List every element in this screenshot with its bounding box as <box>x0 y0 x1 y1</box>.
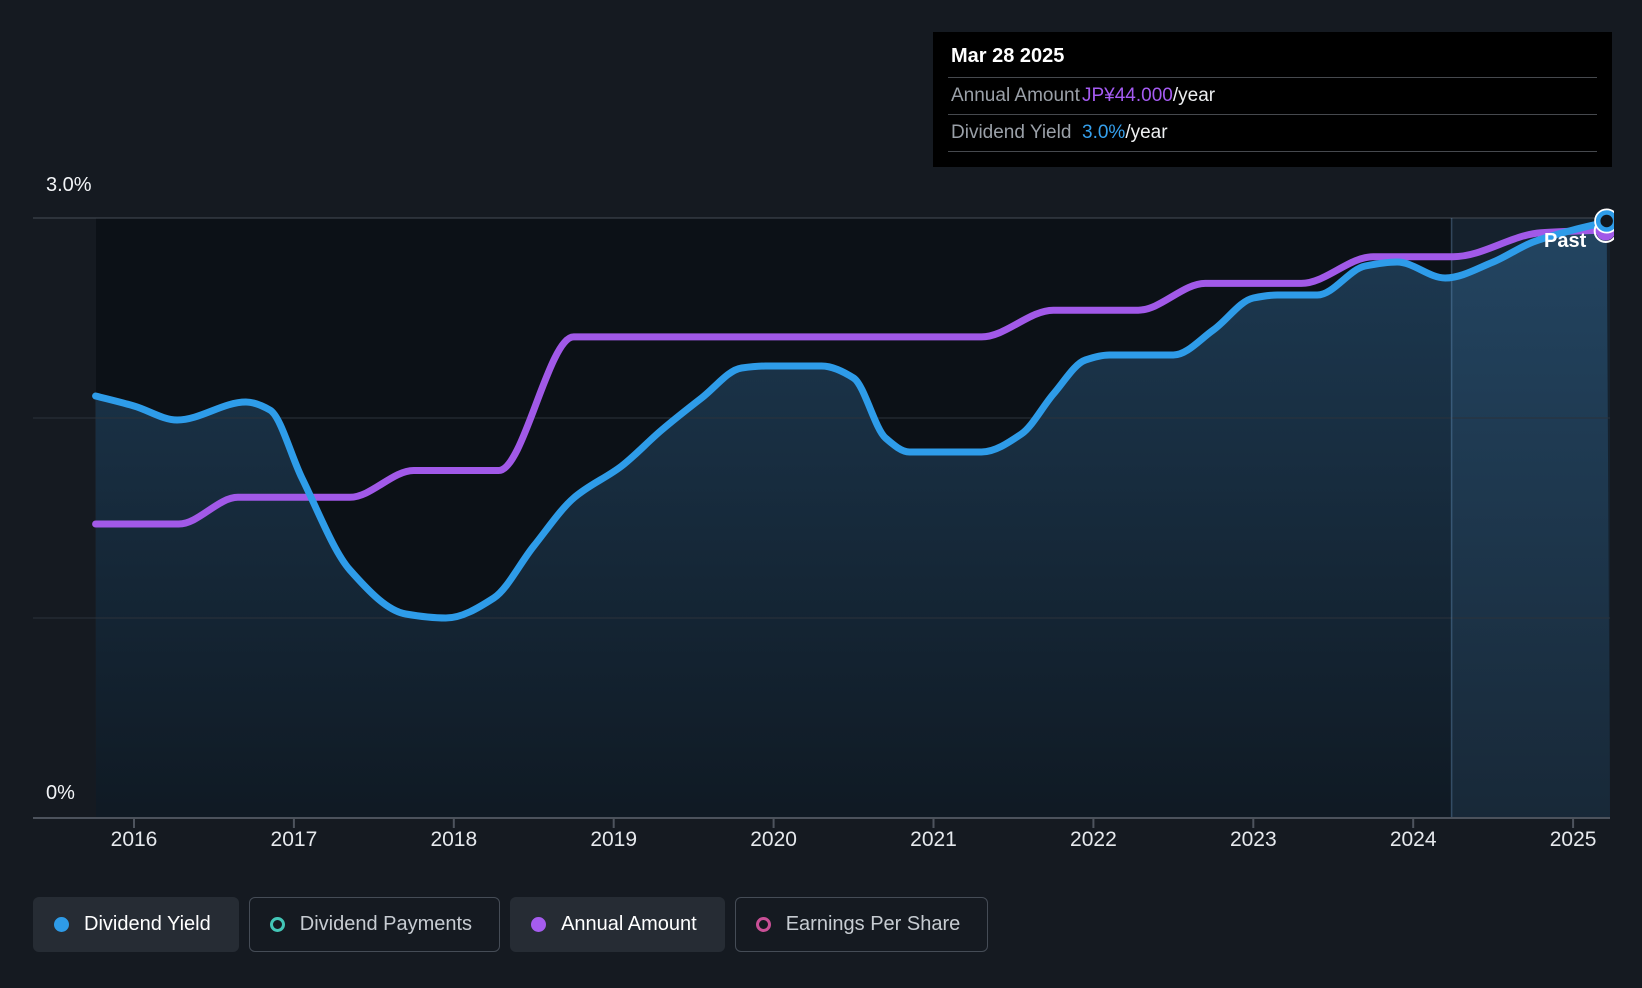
x-axis-label-2017: 2017 <box>270 828 318 851</box>
ring-marker-icon <box>269 917 285 932</box>
x-axis-label-2016: 2016 <box>110 828 158 851</box>
tooltip-row-suffix: /year <box>1172 85 1216 106</box>
y-axis-label-bottom: 0% <box>46 782 75 804</box>
dividend-yield-marker-rim <box>1594 208 1614 234</box>
x-axis-label-2018: 2018 <box>430 828 478 851</box>
hover-tooltip: Mar 28 2025 Annual Amount JP¥44.000/year D… <box>933 32 1612 167</box>
dot-marker-icon <box>531 917 547 932</box>
tooltip-row-suffix: /year <box>1125 122 1168 143</box>
tooltip-bottom-rule <box>948 151 1597 167</box>
legend-item-dividend-payments[interactable]: Dividend Payments <box>248 897 501 952</box>
x-axis-label-2025: 2025 <box>1549 828 1597 851</box>
dividend-yield-area <box>95 222 1611 818</box>
dividend-yield-marker <box>1595 210 1614 232</box>
x-axis-label-2022: 2022 <box>1070 828 1117 851</box>
x-axis-label-2024: 2024 <box>1389 828 1437 851</box>
tooltip-date: Mar 28 2025 <box>951 45 1065 67</box>
tooltip-row: Annual Amount JP¥44.000/year <box>948 77 1597 114</box>
tooltip-rows: Annual Amount JP¥44.000/year Dividend Yiel… <box>933 77 1612 151</box>
tooltip-row-label: Annual Amount <box>951 85 1080 106</box>
hover-markers <box>1593 208 1614 243</box>
legend-item-dividend-yield[interactable]: Dividend Yield <box>33 897 239 952</box>
legend-item-label: Dividend Payments <box>299 913 473 935</box>
legend-item-label: Annual Amount <box>561 913 697 935</box>
x-axis-label-2019: 2019 <box>590 828 638 851</box>
past-region-label: Past <box>1544 230 1587 252</box>
legend-item-label: Earnings Per Share <box>785 913 961 935</box>
tooltip-row-value: JP¥44.000 <box>1082 85 1173 106</box>
x-axis-label-2020: 2020 <box>750 828 797 851</box>
tooltip-row-label: Dividend Yield <box>951 122 1072 143</box>
legend-item-earnings-per-share[interactable]: Earnings Per Share <box>734 897 989 952</box>
ring-marker-icon <box>755 917 771 932</box>
legend: Dividend Yield Dividend Payments Annual Am… <box>33 897 989 952</box>
dividend-yield-line <box>92 218 1611 622</box>
annual-amount-line <box>92 226 1611 528</box>
x-axis-label-2023: 2023 <box>1229 828 1277 851</box>
tooltip-row: Dividend Yield 3.0%/year <box>948 114 1597 151</box>
legend-item-label: Dividend Yield <box>84 913 211 935</box>
tooltip-row-value: 3.0% <box>1082 122 1126 143</box>
dot-marker-icon <box>54 917 69 932</box>
y-axis-label-top: 3.0% <box>46 174 92 196</box>
legend-item-annual-amount[interactable]: Annual Amount <box>510 897 725 952</box>
x-axis-label-2021: 2021 <box>910 828 957 851</box>
